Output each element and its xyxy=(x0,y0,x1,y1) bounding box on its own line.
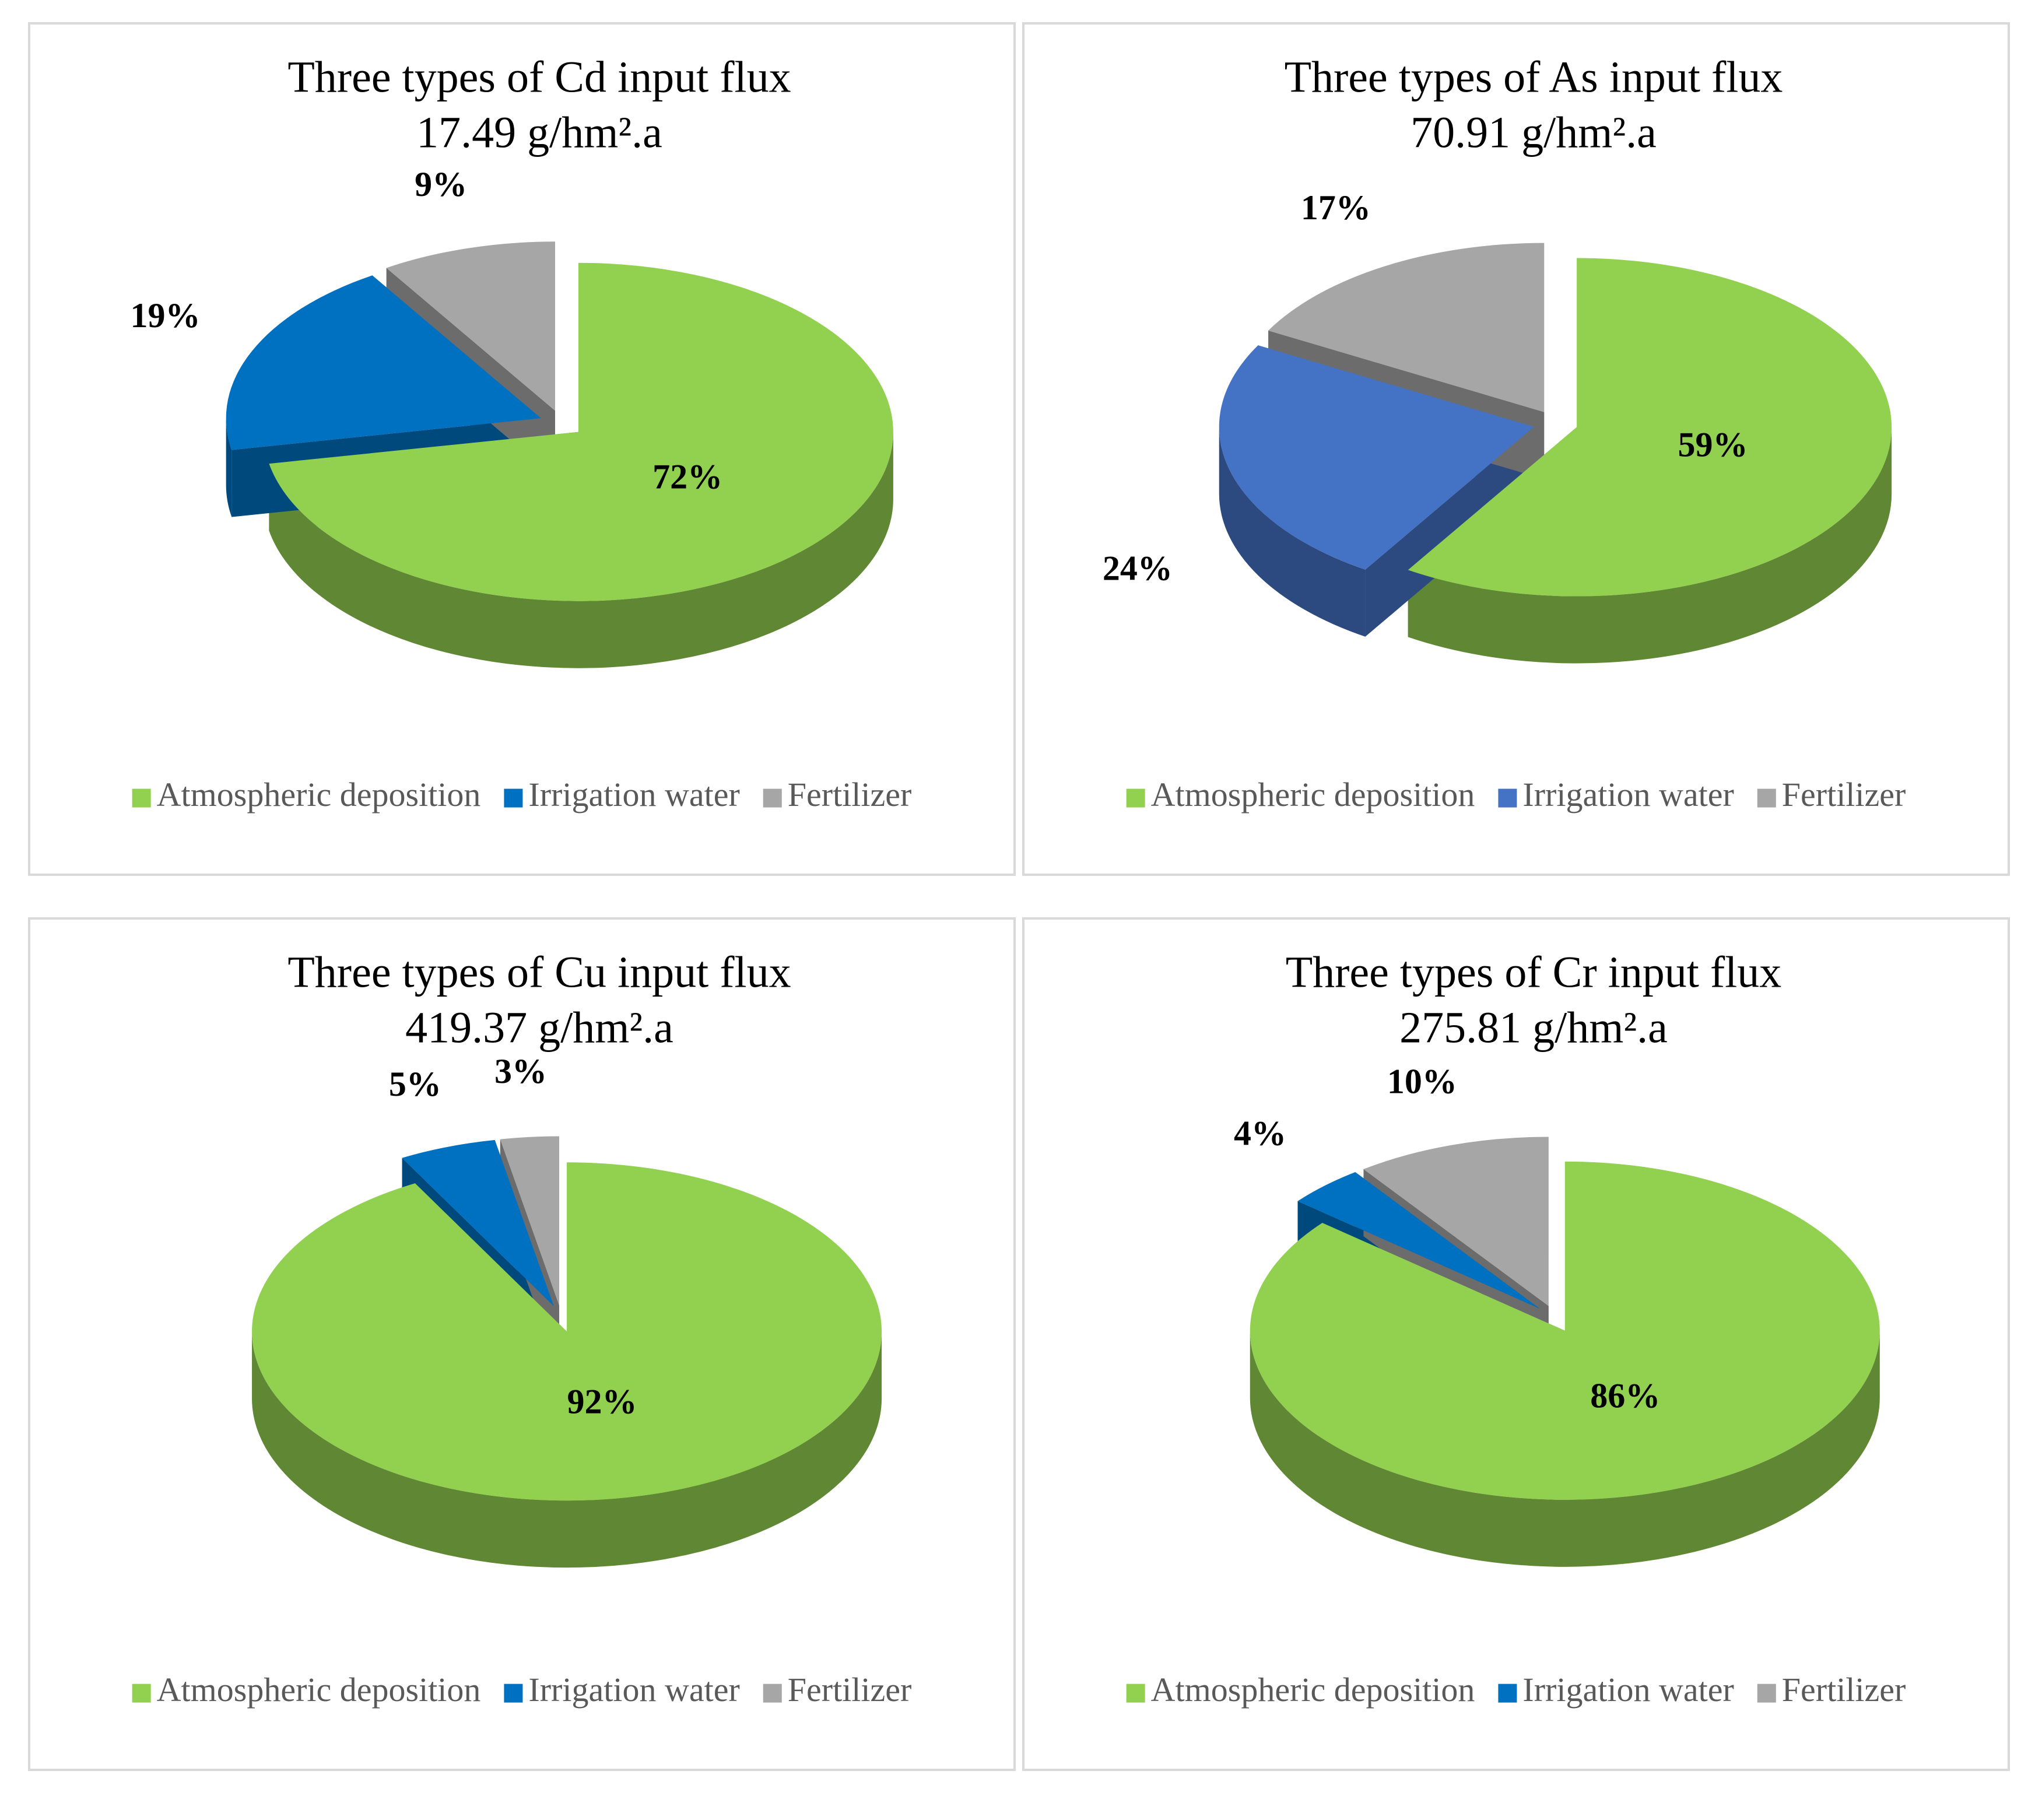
legend-swatch xyxy=(1757,788,1776,808)
slice-side xyxy=(269,432,893,668)
slice-side xyxy=(1408,427,1892,664)
slice-side xyxy=(252,1331,882,1568)
pie-tops: 92% 5% 3% xyxy=(252,1052,882,1501)
data-label: 19% xyxy=(130,296,200,335)
chart-subtitle: 419.37 g/hm².a xyxy=(405,1003,673,1052)
legend-swatch xyxy=(504,1684,523,1703)
chart-panel: Three types of Cu input flux 419.37 g/hm²… xyxy=(28,917,1016,1771)
legend-label: Atmospheric deposition xyxy=(157,776,481,813)
legend-swatch xyxy=(763,788,782,808)
pie-slice xyxy=(1408,258,1892,597)
legend-swatch xyxy=(1126,788,1145,808)
slice-side-shade xyxy=(1219,426,1366,637)
slice-side xyxy=(1219,426,1366,637)
legend: Atmospheric deposition Irrigation water Fe… xyxy=(132,1671,912,1709)
slice-side-shade xyxy=(1250,1330,1880,1567)
data-label: 59% xyxy=(1678,426,1748,464)
slice-side-shade xyxy=(269,432,893,668)
chart-subtitle: 70.91 g/hm².a xyxy=(1411,108,1657,157)
chart-panel: Three types of Cd input flux 17.49 g/hm².… xyxy=(28,22,1016,876)
chart-title: Three types of Cr input flux xyxy=(1286,948,1782,997)
data-label: 17% xyxy=(1301,188,1371,227)
legend-label: Fertilizer xyxy=(1782,776,1906,813)
legend-label: Irrigation water xyxy=(1522,1671,1734,1709)
pie-slice xyxy=(1363,1137,1549,1306)
legend-swatch xyxy=(504,788,523,808)
pie-slice xyxy=(1268,243,1545,412)
legend-label: Fertilizer xyxy=(788,1671,912,1709)
slice-side xyxy=(1250,1330,1880,1567)
slice-side xyxy=(226,418,232,517)
chart-title: Three types of As input flux xyxy=(1285,52,1783,101)
chart-subtitle: 17.49 g/hm².a xyxy=(416,108,662,157)
chart-panel: Three types of Cr input flux 275.81 g/hm²… xyxy=(1022,917,2010,1771)
legend-label: Fertilizer xyxy=(788,776,912,813)
legend-swatch xyxy=(132,1684,151,1703)
data-label: 24% xyxy=(1103,549,1173,587)
data-label: 4% xyxy=(1234,1114,1286,1153)
data-label: 92% xyxy=(567,1382,637,1421)
pie-slice xyxy=(1250,1161,1880,1500)
legend-swatch xyxy=(1498,788,1517,808)
pie-tops: 86% 4% 10% xyxy=(1234,1062,1880,1500)
legend-swatch xyxy=(1498,1684,1517,1703)
slice-side-shade xyxy=(252,1331,882,1568)
legend-label: Atmospheric deposition xyxy=(1151,776,1475,813)
legend-label: Irrigation water xyxy=(528,776,739,813)
pie-slice xyxy=(500,1136,560,1306)
data-label: 86% xyxy=(1590,1377,1660,1415)
legend-label: Fertilizer xyxy=(1782,1671,1906,1709)
pie-slice xyxy=(386,241,555,411)
chart-title: Three types of Cu input flux xyxy=(287,948,791,997)
data-label: 9% xyxy=(415,165,467,204)
pie-slice xyxy=(226,275,541,450)
legend: Atmospheric deposition Irrigation water Fe… xyxy=(1126,1671,1906,1709)
pie-slice xyxy=(1219,345,1534,570)
pie-slice xyxy=(402,1139,554,1306)
pie-tops: 72% 19% 9% xyxy=(130,165,893,601)
pie-tops: 59% 24% 17% xyxy=(1103,188,1892,597)
legend-label: Atmospheric deposition xyxy=(157,1671,481,1709)
data-label: 72% xyxy=(652,458,722,496)
legend-swatch xyxy=(1757,1684,1776,1703)
data-label: 5% xyxy=(389,1065,441,1103)
pie-slice xyxy=(269,262,893,601)
data-label: 10% xyxy=(1387,1062,1457,1101)
chart-subtitle: 275.81 g/hm².a xyxy=(1399,1003,1668,1052)
legend: Atmospheric deposition Irrigation water Fe… xyxy=(1126,776,1906,813)
chart-panel: Three types of As input flux 70.91 g/hm².… xyxy=(1022,22,2010,876)
legend-label: Irrigation water xyxy=(1522,776,1734,813)
legend-swatch xyxy=(763,1684,782,1703)
chart-title: Three types of Cd input flux xyxy=(287,52,791,101)
legend-swatch xyxy=(132,788,151,808)
legend: Atmospheric deposition Irrigation water Fe… xyxy=(132,776,912,813)
data-label: 3% xyxy=(494,1052,547,1090)
legend-swatch xyxy=(1126,1684,1145,1703)
slice-side-shade xyxy=(1408,427,1892,664)
pie-slice xyxy=(252,1162,882,1501)
legend-label: Irrigation water xyxy=(528,1671,739,1709)
slice-side-shade xyxy=(226,418,232,517)
pie-slice xyxy=(1297,1172,1541,1309)
legend-label: Atmospheric deposition xyxy=(1151,1671,1475,1709)
